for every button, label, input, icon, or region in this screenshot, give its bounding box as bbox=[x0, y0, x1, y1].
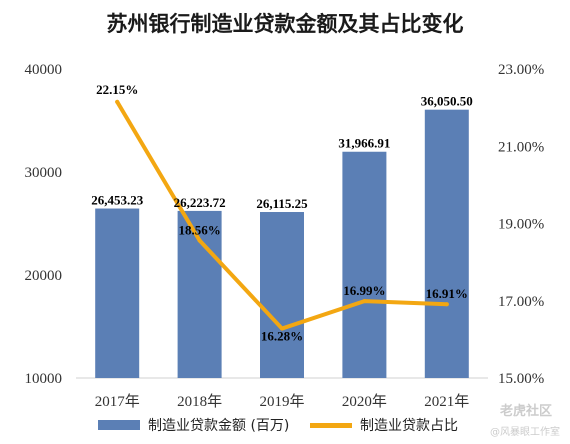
line-point bbox=[280, 326, 284, 331]
bar-data-label: 26,115.25 bbox=[256, 196, 308, 211]
legend-item-amount: 制造业贷款金额 (百万) bbox=[98, 415, 289, 435]
y-left-tick-label: 20000 bbox=[25, 268, 63, 284]
y-right-tick-label: 17.00% bbox=[498, 294, 544, 310]
x-tick-label: 2021年 bbox=[424, 393, 469, 410]
x-tick-label: 2018年 bbox=[177, 393, 222, 410]
line-point bbox=[197, 238, 202, 243]
bar-data-label: 26,453.23 bbox=[91, 193, 144, 208]
bar-data-label: 31,966.91 bbox=[338, 136, 390, 151]
x-tick-label: 2017年 bbox=[95, 393, 140, 410]
line-data-label: 16.28% bbox=[261, 329, 303, 344]
legend-item-ratio: 制造业贷款占比 bbox=[310, 415, 458, 435]
y-right-tick-label: 15.00% bbox=[498, 371, 544, 387]
legend-swatch-amount bbox=[98, 420, 140, 430]
watermark-brand: 老虎社区 bbox=[499, 404, 552, 419]
y-right-tick-label: 21.00% bbox=[498, 139, 544, 155]
y-left-tick-label: 30000 bbox=[25, 165, 63, 181]
bar-data-label: 26,223.72 bbox=[174, 195, 226, 210]
watermark-sub: @风暴眼工作室 bbox=[490, 427, 560, 438]
line-data-label: 18.56% bbox=[178, 222, 220, 237]
legend: 制造业贷款金额 (百万) 制造业贷款占比 bbox=[98, 415, 538, 439]
y-right-tick-label: 19.00% bbox=[498, 217, 544, 233]
line-data-label: 16.91% bbox=[426, 286, 468, 301]
bar bbox=[424, 109, 469, 379]
bar bbox=[342, 151, 387, 378]
line-point bbox=[115, 99, 120, 104]
legend-label-amount: 制造业贷款金额 (百万) bbox=[148, 418, 290, 434]
legend-swatch-ratio bbox=[310, 422, 352, 428]
x-tick-label: 2019年 bbox=[259, 393, 304, 410]
line-data-label: 22.15% bbox=[96, 82, 138, 97]
chart-title: 苏州银行制造业贷款金额及其占比变化 bbox=[106, 12, 464, 36]
line-point bbox=[362, 299, 367, 304]
bar bbox=[260, 212, 304, 378]
y-left-tick-label: 40000 bbox=[25, 62, 63, 78]
bar-data-label: 36,050.50 bbox=[421, 94, 473, 109]
x-tick-label: 2020年 bbox=[342, 393, 387, 410]
legend-label-ratio: 制造业贷款占比 bbox=[360, 418, 458, 434]
bar bbox=[95, 208, 140, 378]
line-point bbox=[444, 302, 449, 307]
line-data-label: 16.99% bbox=[343, 283, 385, 298]
y-left-tick-label: 10000 bbox=[25, 371, 63, 387]
y-right-tick-label: 23.00% bbox=[498, 62, 544, 78]
